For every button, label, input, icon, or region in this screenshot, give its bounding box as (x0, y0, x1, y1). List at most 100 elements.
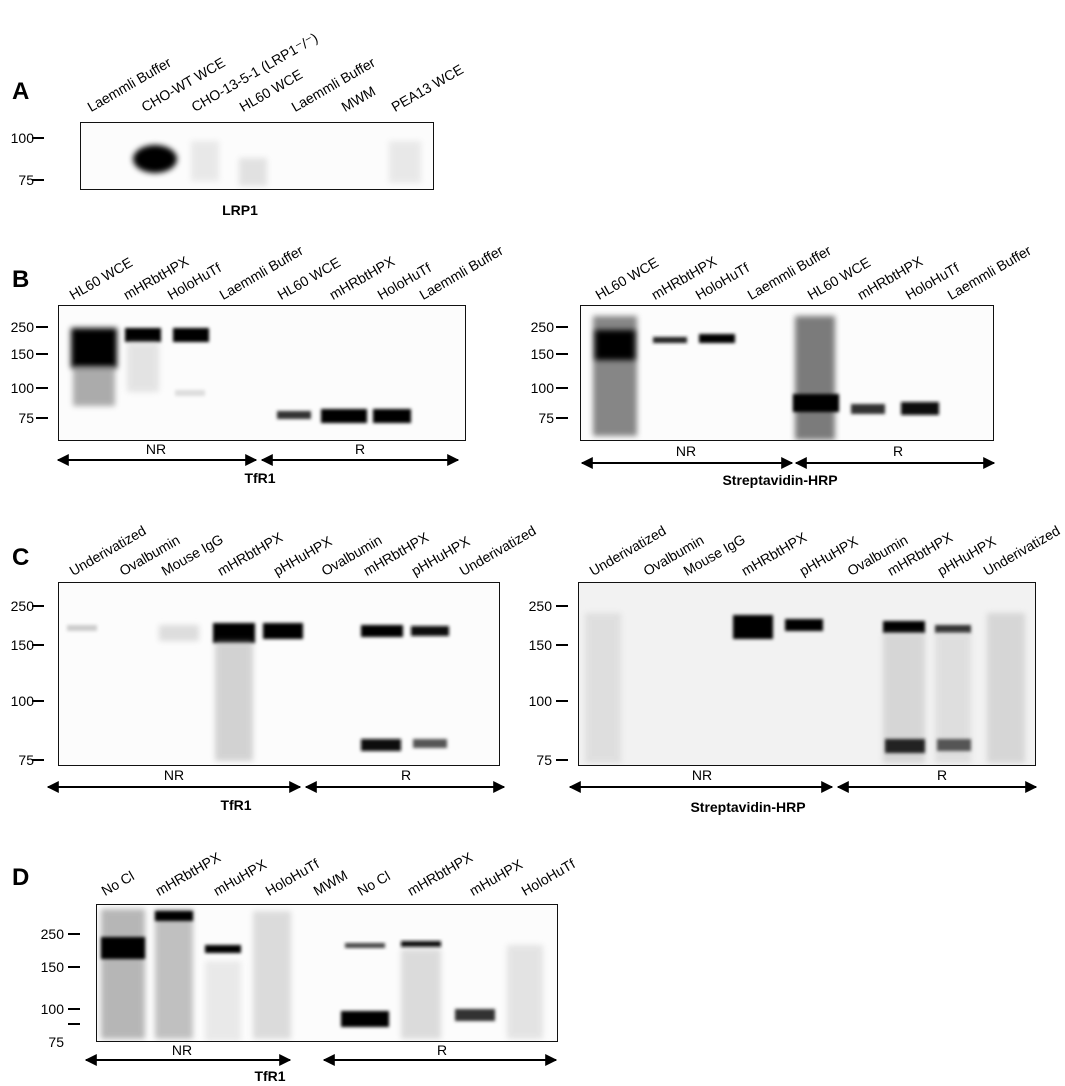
lane-label: mHuHPX (466, 855, 526, 899)
band (155, 911, 193, 921)
mw-tick (68, 1008, 80, 1010)
arrow-label-nr: NR (675, 443, 697, 459)
arrow-label-nr: NR (691, 767, 713, 783)
band (345, 943, 385, 948)
mw-tick (68, 966, 80, 968)
band (413, 739, 447, 748)
arrow-label-nr: NR (171, 1042, 193, 1058)
panel-c-right-bands (579, 583, 1035, 765)
band (277, 411, 311, 419)
band (401, 941, 441, 947)
band (401, 949, 441, 1039)
mw-marker: 250 (530, 319, 554, 335)
mw-marker: 250 (10, 598, 34, 614)
band (205, 945, 241, 953)
mw-marker: 150 (40, 959, 64, 975)
band (885, 739, 925, 753)
panel-c-right-caption: Streptavidin-HRP (690, 799, 806, 815)
mw-marker: 150 (530, 346, 554, 362)
band (785, 619, 823, 631)
band (585, 613, 621, 763)
mw-tick (32, 700, 44, 702)
band (155, 909, 193, 1039)
band (883, 621, 925, 633)
lane-label: HL60 WCE (592, 253, 662, 303)
panel-a-label: A (12, 78, 30, 105)
band (191, 141, 219, 181)
band (699, 334, 735, 343)
band (987, 613, 1025, 763)
mw-marker: 75 (18, 752, 34, 768)
panel-a-blot (80, 122, 434, 190)
lane-label: HoloHuTf (518, 855, 578, 899)
mw-marker: 100 (10, 693, 34, 709)
panel-d-label: D (12, 864, 30, 891)
mw-tick (36, 417, 48, 419)
panel-b-left-bands (71, 328, 411, 423)
lane-label: No Cl (354, 867, 393, 899)
panel-d-caption: TfR1 (254, 1068, 286, 1084)
lane-label: mHRbtHPX (152, 848, 224, 899)
band (937, 739, 971, 751)
arrow-label-nr: NR (145, 441, 167, 457)
mw-marker: 75 (538, 410, 554, 426)
band (793, 394, 839, 412)
band (389, 141, 421, 183)
mw-marker: 100 (530, 380, 554, 396)
lane-label: Underivatized (980, 522, 1063, 579)
panel-b-left-blot (58, 305, 466, 441)
mw-tick (36, 326, 48, 328)
mw-tick (68, 933, 80, 935)
band (175, 390, 205, 396)
panel-b-label: B (12, 266, 30, 293)
band (263, 623, 303, 639)
mw-marker: 100 (528, 693, 552, 709)
panel-b-right-blot (580, 305, 994, 441)
band (373, 409, 411, 423)
lane-label: MWM (338, 82, 379, 115)
mw-tick (556, 605, 568, 607)
panel-d-bands (101, 909, 543, 1041)
band (321, 409, 367, 423)
arrow-label-r: R (892, 443, 904, 459)
band (125, 328, 161, 342)
mw-marker: 75 (18, 410, 34, 426)
panel-c-left-caption: TfR1 (220, 797, 252, 813)
lane-label: Underivatized (456, 522, 539, 579)
mw-tick (556, 417, 568, 419)
band (71, 328, 117, 368)
mw-tick (556, 353, 568, 355)
band (733, 615, 773, 639)
band (239, 158, 267, 186)
band (253, 911, 291, 1039)
lane-label: PEA13 WCE (388, 60, 466, 115)
mw-marker: 150 (10, 346, 34, 362)
band (173, 328, 209, 342)
band (795, 316, 835, 440)
band (507, 945, 543, 1039)
mw-marker: 250 (10, 319, 34, 335)
lane-label: mHRbtHPX (738, 528, 810, 579)
arrow-label-r: R (436, 1042, 448, 1058)
mw-tick (556, 326, 568, 328)
panel-c-label: C (12, 544, 30, 571)
mw-tick (36, 353, 48, 355)
band (595, 330, 635, 360)
mw-tick (556, 759, 568, 761)
band (133, 145, 177, 173)
mw-marker: 100 (40, 1001, 64, 1017)
mw-marker: 250 (528, 598, 552, 614)
band (73, 366, 115, 406)
mw-tick (556, 700, 568, 702)
arrow-label-nr: NR (163, 767, 185, 783)
mw-tick (32, 137, 44, 139)
mw-marker: 150 (528, 637, 552, 653)
band (455, 1009, 495, 1021)
mw-tick (32, 605, 44, 607)
mw-marker: 75 (48, 1034, 64, 1050)
lane-label: MWM (310, 866, 351, 899)
band (411, 626, 449, 636)
mw-tick (556, 387, 568, 389)
mw-marker: 100 (10, 130, 34, 146)
band (101, 909, 145, 1039)
